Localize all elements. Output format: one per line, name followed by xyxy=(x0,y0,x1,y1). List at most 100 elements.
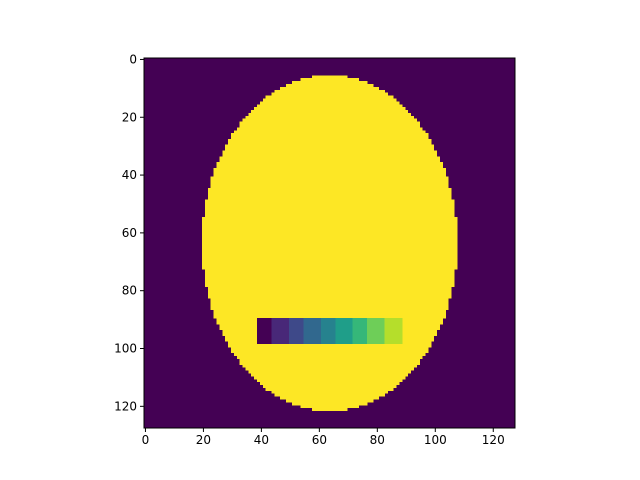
heatmap-ellipse-row xyxy=(262,384,397,388)
heatmap-ellipse-row xyxy=(274,89,385,94)
heatmap-bar-block xyxy=(271,318,290,345)
heatmap-ellipse-row xyxy=(274,393,385,397)
axes-frame xyxy=(143,57,516,429)
heatmap-ellipse-row xyxy=(207,193,452,198)
heatmap-ellipse-row xyxy=(248,370,412,374)
heatmap-ellipse-row xyxy=(219,156,441,160)
heatmap-ellipse-row xyxy=(201,237,458,241)
heatmap-bar-block xyxy=(367,318,385,345)
heatmap-bar-block xyxy=(335,318,354,345)
heatmap-ellipse-row xyxy=(204,208,455,212)
heatmap-ellipse-row xyxy=(204,199,455,203)
heatmap-bar-block xyxy=(288,318,304,345)
heatmap-ellipse-row xyxy=(300,404,359,409)
heatmap-ellipse-row xyxy=(210,303,449,307)
heatmap-ellipse-row xyxy=(242,118,417,122)
heatmap-bar-block xyxy=(257,318,272,345)
heatmap-ellipse-row xyxy=(233,130,426,134)
heatmap-ellipse-row xyxy=(280,396,380,400)
x-tick-label: 60 xyxy=(312,433,327,447)
heatmap-ellipse-row xyxy=(213,167,446,172)
heatmap-ellipse-row xyxy=(204,277,455,281)
heatmap-ellipse-row xyxy=(216,164,443,169)
heatmap-ellipse-row xyxy=(251,110,409,114)
heatmap-ellipse-row xyxy=(207,188,452,192)
heatmap-ellipse-row xyxy=(259,381,400,386)
heatmap-ellipse-row xyxy=(286,399,374,403)
heatmap-ellipse-row xyxy=(207,286,452,290)
heatmap-ellipse-row xyxy=(286,84,374,88)
heatmap-ellipse-row xyxy=(204,269,455,273)
heatmap-ellipse-row xyxy=(201,248,458,253)
heatmap-ellipse-row xyxy=(254,107,406,111)
heatmap-ellipse-row xyxy=(201,216,458,221)
heatmap-ellipse-row xyxy=(201,231,458,235)
heatmap-ellipse-row xyxy=(230,347,429,351)
heatmap-ellipse-row xyxy=(236,127,423,131)
heatmap-ellipse-row xyxy=(210,297,449,302)
heatmap-ellipse-row xyxy=(225,144,435,149)
heatmap-ellipse-row xyxy=(213,170,446,175)
heatmap-ellipse-row xyxy=(254,375,406,380)
y-tick-label: 60 xyxy=(122,226,137,240)
heatmap-ellipse-row xyxy=(201,254,458,258)
heatmap-ellipse-row xyxy=(251,373,409,377)
heatmap-ellipse-row xyxy=(216,162,443,166)
heatmap-ellipse-row xyxy=(210,179,449,183)
heatmap-ellipse-row xyxy=(262,98,397,102)
heatmap-ellipse-row xyxy=(201,251,458,255)
heatmap-ellipse-row xyxy=(312,407,348,412)
heatmap-ellipse-row xyxy=(271,92,388,96)
heatmap-ellipse-row xyxy=(245,115,414,120)
heatmap-ellipse-row xyxy=(236,355,423,360)
heatmap-ellipse-row xyxy=(228,344,432,348)
y-tick-label: 40 xyxy=(122,168,137,182)
heatmap-ellipse-row xyxy=(207,289,452,293)
heatmap-ellipse-row xyxy=(207,295,452,299)
heatmap-ellipse-row xyxy=(228,138,432,143)
x-tick-label: 0 xyxy=(142,433,150,447)
y-tick-label: 0 xyxy=(129,52,137,66)
y-tick-label: 100 xyxy=(114,342,137,356)
heatmap-ellipse-row xyxy=(222,153,438,157)
heatmap-ellipse-row xyxy=(210,306,449,310)
heatmap-ellipse-row xyxy=(280,86,380,91)
heatmap-ellipse-row xyxy=(201,243,458,247)
heatmap-ellipse-row xyxy=(210,182,449,186)
heatmap-ellipse-row xyxy=(204,274,455,279)
heatmap-ellipse-row xyxy=(222,150,438,154)
heatmap-ellipse-row xyxy=(259,101,400,105)
heatmap-ellipse-row xyxy=(239,358,420,362)
heatmap-ellipse-row xyxy=(204,202,455,206)
x-tick-label: 100 xyxy=(424,433,447,447)
heatmap-ellipse-row xyxy=(201,266,458,270)
x-tick-label: 40 xyxy=(254,433,269,447)
heatmap-ellipse-row xyxy=(233,352,426,357)
heatmap-ellipse-row xyxy=(230,349,429,354)
heatmap-bar-block xyxy=(384,318,403,345)
heatmap-bar-block xyxy=(320,318,336,345)
heatmap-ellipse-row xyxy=(239,361,420,365)
heatmap-ellipse-row xyxy=(204,211,455,215)
heatmap-ellipse-row xyxy=(210,300,449,305)
x-tick-label: 20 xyxy=(196,433,211,447)
heatmap-ellipse-row xyxy=(204,283,455,287)
heatmap-ellipse-row xyxy=(201,234,458,238)
heatmap-ellipse-row xyxy=(201,260,458,264)
heatmap-ellipse-row xyxy=(201,219,458,224)
heatmap-ellipse-row xyxy=(213,309,446,313)
heatmap-ellipse-row xyxy=(245,367,414,371)
y-tick-label: 80 xyxy=(122,284,137,298)
heatmap-ellipse-row xyxy=(300,78,359,82)
heatmap-ellipse-row xyxy=(225,147,435,151)
y-axis: 0 20 40 60 80 100 120 xyxy=(114,52,144,413)
heatmap-ellipse-row xyxy=(201,222,458,227)
x-tick-label: 120 xyxy=(482,433,505,447)
heatmap-ellipse-row xyxy=(265,387,394,391)
y-tick-label: 120 xyxy=(114,399,137,413)
heatmap-ellipse-row xyxy=(213,315,446,319)
heatmap-ellipse-row xyxy=(230,136,429,140)
heatmap-bar-block xyxy=(303,318,322,345)
heatmap-ellipse-row xyxy=(204,280,455,284)
